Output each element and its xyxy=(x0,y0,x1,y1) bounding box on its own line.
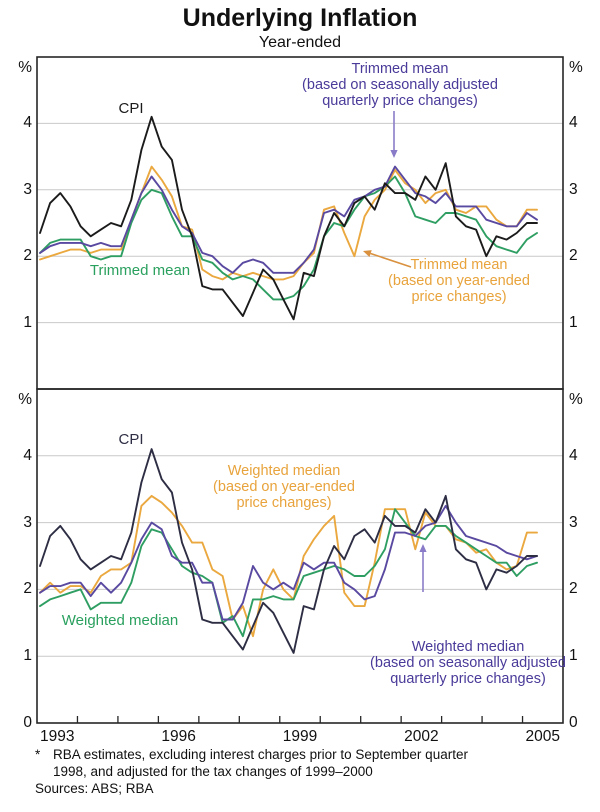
page-title: Underlying Inflation xyxy=(182,4,418,32)
series-line-top-cpi xyxy=(39,115,538,321)
y-tick-label-left-top-3: 3 xyxy=(23,180,32,198)
series-line-top-tm_plain xyxy=(39,175,538,301)
annotation-trimmed-mean-sa-line: (based on seasonally adjusted xyxy=(302,77,498,93)
annotation-trimmed-mean-plain-line: Trimmed mean xyxy=(89,262,191,279)
x-axis-label-1996: 1996 xyxy=(161,728,196,745)
y-tick-label-left-bottom-3: 3 xyxy=(23,513,32,531)
y-tick-label-left-bottom-4: 4 xyxy=(23,446,32,464)
percent-label-right-top: % xyxy=(569,59,583,76)
percent-label-left-top: % xyxy=(18,59,32,76)
bottom-panel-frame xyxy=(36,388,564,724)
annotation-weighted-median-sa-line: (based on seasonally adjusted xyxy=(370,655,566,671)
annotation-weighted-median-sa: Weighted median (based on seasonally adju… xyxy=(318,639,600,687)
percent-label-left-bottom: % xyxy=(18,391,32,408)
y-tick-label-right-top-4: 4 xyxy=(569,114,578,132)
arrow-trimmed-mean-sa-head xyxy=(390,150,398,158)
sources-line: Sources: ABS; RBA xyxy=(35,781,154,796)
annotation-trimmed-mean-plain: Trimmed mean xyxy=(0,263,290,279)
y-tick-label-right-top-3: 3 xyxy=(569,180,578,198)
x-axis-label-2002: 2002 xyxy=(404,728,439,745)
y-tick-label-right-top-1: 1 xyxy=(569,313,578,331)
x-axis-label-2005: 2005 xyxy=(525,728,560,745)
annotation-weighted-median-ye-line: (based on year-ended xyxy=(213,479,355,495)
series-line-bottom-wm_plain xyxy=(39,508,538,638)
footnote-marker: * xyxy=(35,747,41,762)
y-tick-label-left-top-1: 1 xyxy=(23,313,32,331)
y-tick-label-right-top-2: 2 xyxy=(569,247,578,265)
arrow-trimmed-mean-ye-head xyxy=(363,250,372,257)
y-tick-label-left-top-2: 2 xyxy=(23,247,32,265)
annotation-trimmed-mean-sa-line: quarterly price changes) xyxy=(322,93,478,109)
annotation-weighted-median-ye: Weighted median (based on year-ended price… xyxy=(134,463,434,511)
y-tick-label-left-bottom-1: 1 xyxy=(23,647,32,665)
footnote-line1: RBA estimates, excluding interest charge… xyxy=(53,747,468,762)
annotation-weighted-median-ye-line: price changes) xyxy=(236,495,332,511)
annotation-weighted-median-sa-line: Weighted median xyxy=(411,639,525,655)
footnote-line2: 1998, and adjusted for the tax changes o… xyxy=(53,764,373,779)
y-tick-label-right-bottom-3: 3 xyxy=(569,513,578,531)
annotation-trimmed-mean-ye-line: price changes) xyxy=(411,289,507,305)
annotation-cpi-bottom: CPI xyxy=(0,432,281,448)
arrow-weighted-median-sa-head xyxy=(419,544,427,552)
arrow-trimmed-mean-ye-shaft xyxy=(370,252,412,268)
annotation-trimmed-mean-ye-line: (based on year-ended xyxy=(388,273,530,289)
y-tick-label-left-bottom-0: 0 xyxy=(23,714,32,731)
page-subtitle: Year-ended xyxy=(258,34,342,51)
annotation-trimmed-mean-ye-line: Trimmed mean xyxy=(410,257,508,273)
annotation-weighted-median-sa-line: quarterly price changes) xyxy=(390,671,546,687)
y-tick-label-left-bottom-2: 2 xyxy=(23,580,32,598)
series-line-bottom-wm_sa_quarterly xyxy=(39,504,538,621)
y-tick-label-right-bottom-1: 1 xyxy=(569,647,578,665)
annotation-trimmed-mean-ye: Trimmed mean (based on year-ended price ch… xyxy=(309,257,600,305)
annotation-trimmed-mean-sa: Trimmed mean (based on seasonally adjuste… xyxy=(250,61,550,109)
annotation-cpi-top-line: CPI xyxy=(118,100,144,117)
x-axis-label-1993: 1993 xyxy=(39,728,75,745)
y-tick-label-right-bottom-4: 4 xyxy=(569,446,578,464)
annotation-trimmed-mean-sa-line: Trimmed mean xyxy=(351,61,449,77)
x-axis-label-1999: 1999 xyxy=(282,728,318,745)
y-tick-label-right-bottom-0: 0 xyxy=(569,714,578,731)
annotation-weighted-median-ye-line: Weighted median xyxy=(227,463,341,479)
annotation-cpi-bottom-line: CPI xyxy=(118,431,144,448)
percent-label-right-bottom: % xyxy=(569,391,583,408)
y-tick-label-right-bottom-2: 2 xyxy=(569,580,578,598)
y-tick-label-left-top-4: 4 xyxy=(23,114,32,132)
annotation-weighted-median-plain-line: Weighted median xyxy=(61,612,179,629)
annotation-cpi-top: CPI xyxy=(0,101,281,117)
annotation-weighted-median-plain: Weighted median xyxy=(0,613,270,629)
series-line-bottom-cpi xyxy=(39,448,538,654)
